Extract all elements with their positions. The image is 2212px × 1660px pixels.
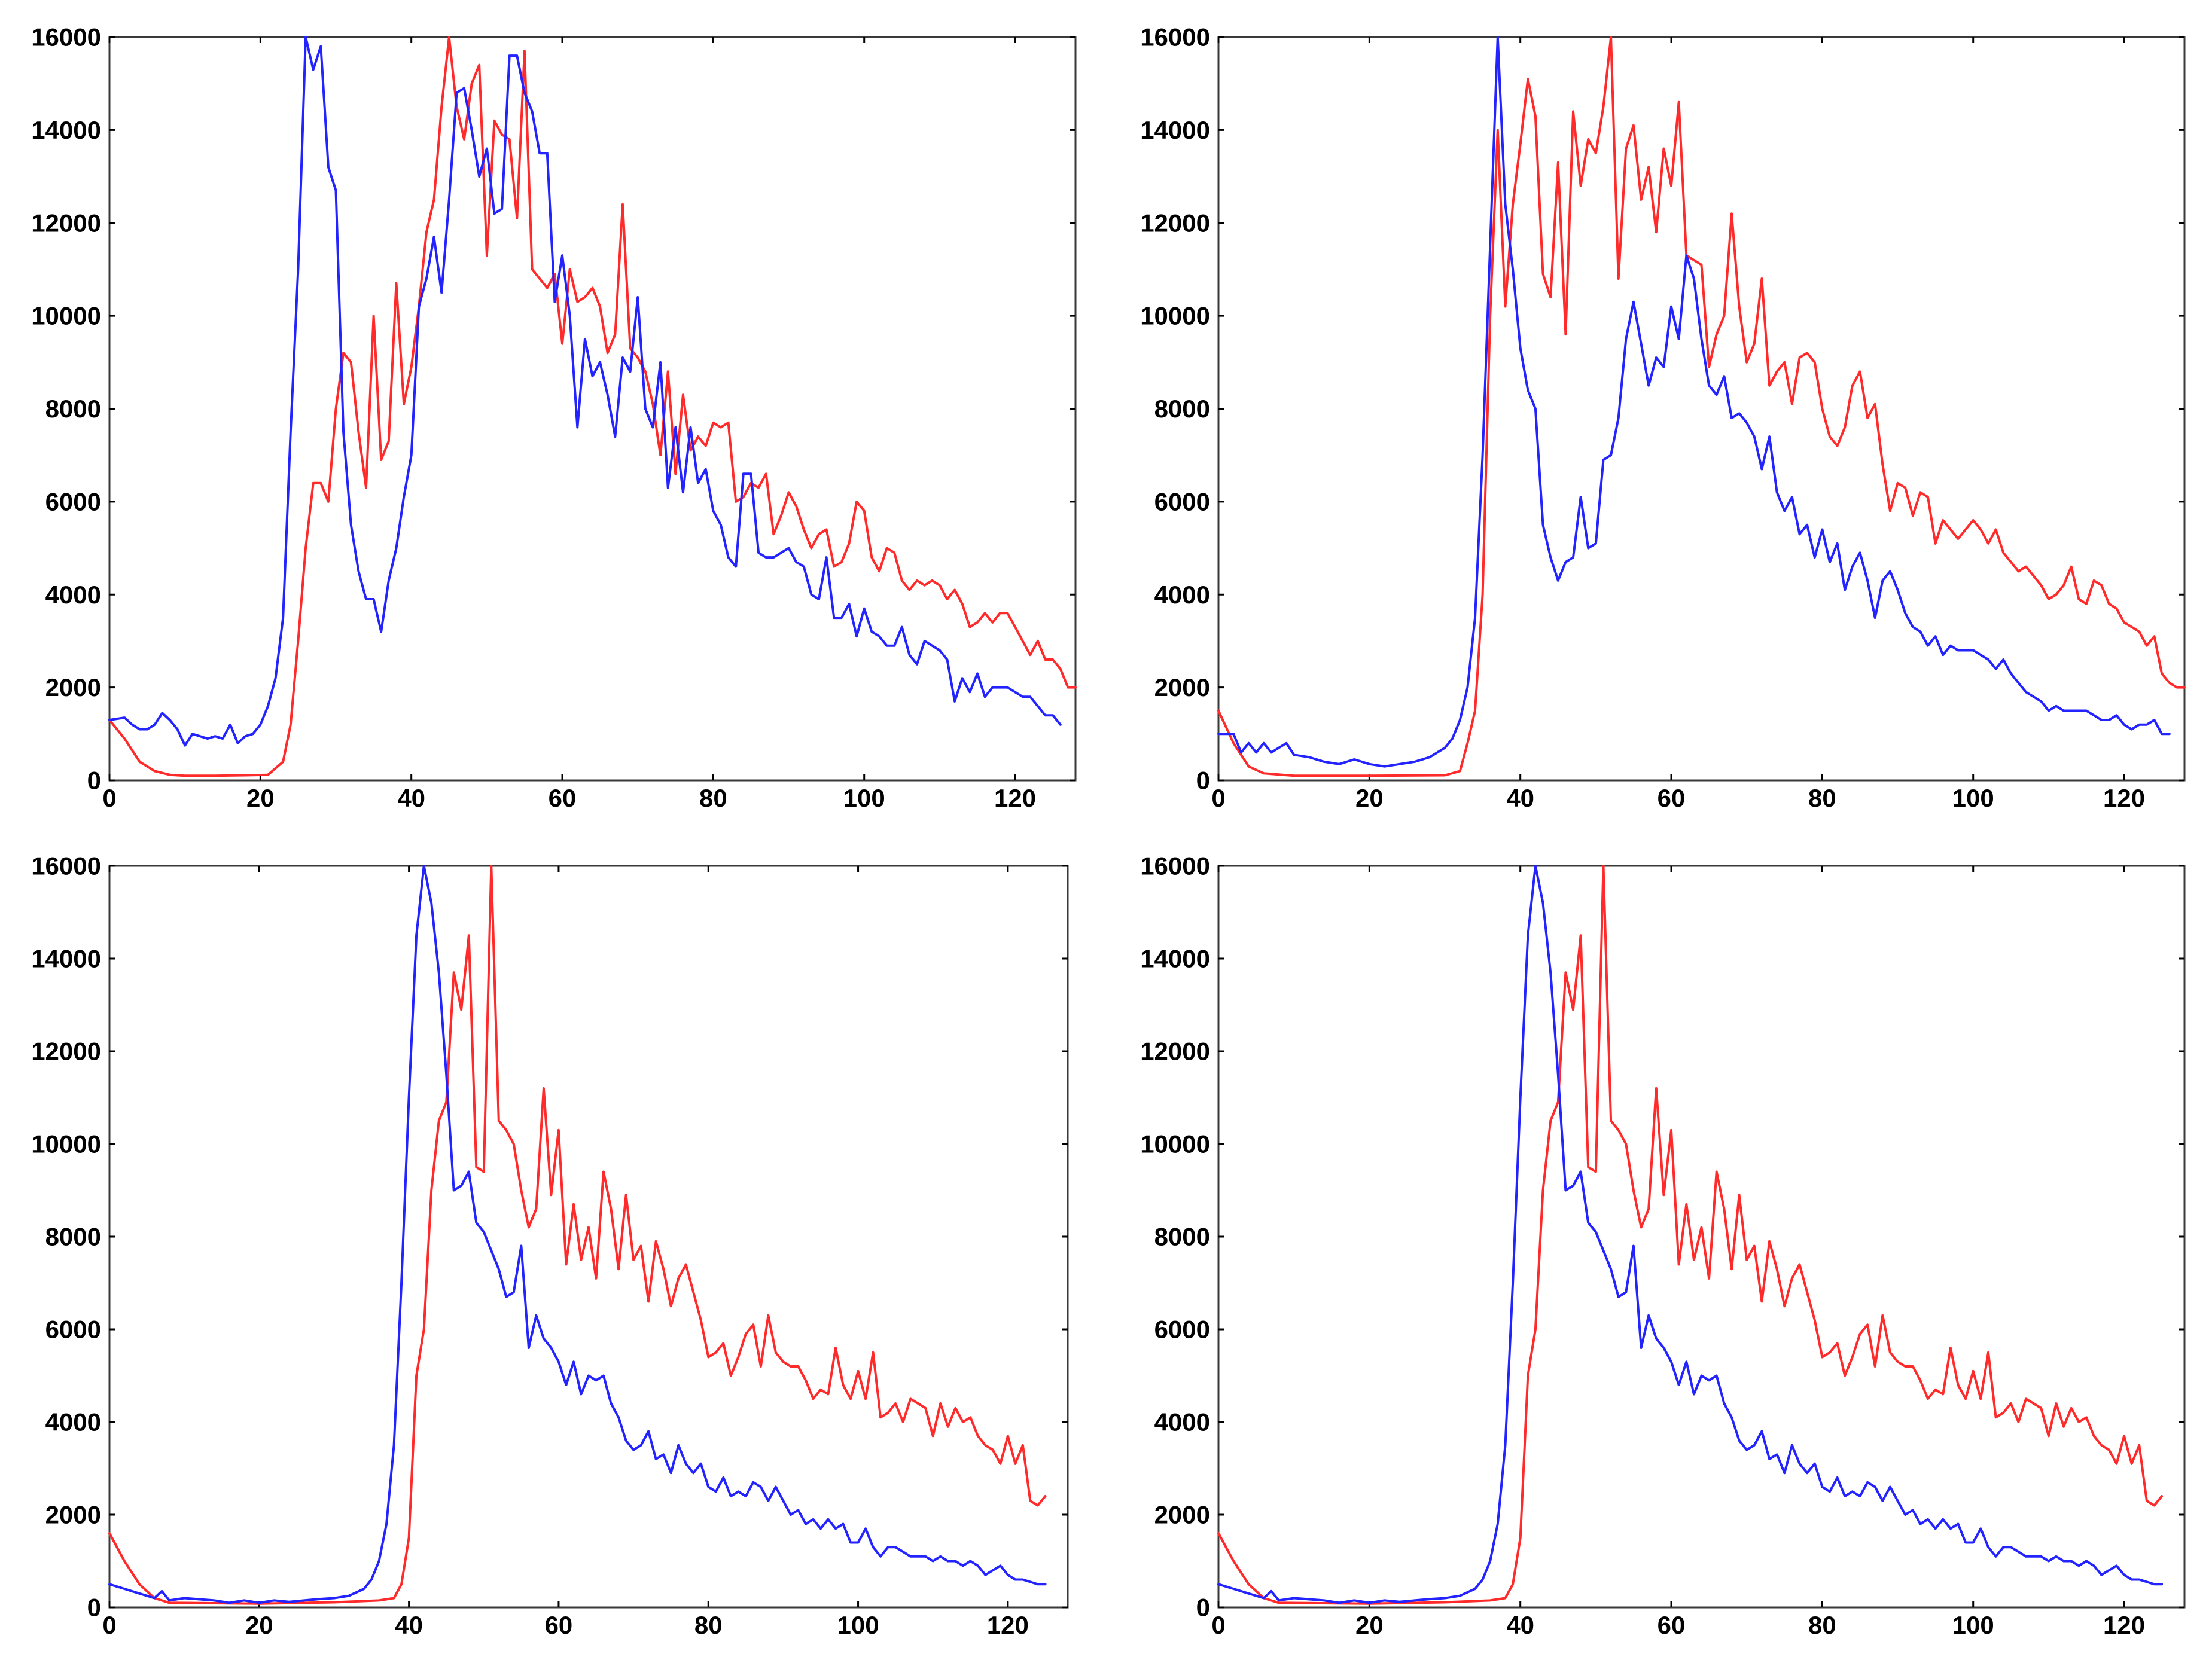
y-tick-label: 4000 bbox=[45, 1408, 101, 1436]
x-tick-label: 80 bbox=[699, 784, 727, 812]
x-tick-label: 100 bbox=[1952, 784, 1994, 812]
y-tick-label: 4000 bbox=[1154, 1408, 1210, 1436]
x-tick-label: 40 bbox=[1506, 784, 1534, 812]
x-tick-label: 40 bbox=[1506, 1611, 1534, 1639]
y-tick-label: 0 bbox=[87, 1594, 101, 1622]
y-tick-label: 4000 bbox=[45, 581, 101, 609]
series-line-blue bbox=[108, 36, 1062, 747]
y-tick-label: 2000 bbox=[45, 673, 101, 701]
y-tick-label: 14000 bbox=[31, 116, 101, 144]
x-tick-label: 120 bbox=[987, 1611, 1029, 1639]
series-line-red bbox=[108, 36, 1077, 777]
y-tick-label: 8000 bbox=[45, 1223, 101, 1251]
x-tick-label: 0 bbox=[1211, 784, 1225, 812]
x-tick-label: 40 bbox=[397, 784, 425, 812]
x-tick-label: 0 bbox=[102, 1611, 116, 1639]
x-tick-label: 120 bbox=[994, 784, 1036, 812]
x-tick-label: 60 bbox=[545, 1611, 573, 1639]
x-tick-label: 20 bbox=[246, 784, 275, 812]
x-tick-label: 120 bbox=[2103, 784, 2145, 812]
y-tick-label: 0 bbox=[1196, 1594, 1210, 1622]
x-tick-label: 100 bbox=[837, 1611, 879, 1639]
plot-frame bbox=[1217, 865, 2186, 1609]
y-tick-label: 16000 bbox=[31, 852, 101, 880]
y-tick-label: 4000 bbox=[1154, 581, 1210, 609]
x-tick-label: 60 bbox=[549, 784, 577, 812]
chart-panel-bottom-right: 0 2000 4000 6000 8000 10000 12000 14000 16000 0 20… bbox=[1140, 852, 2186, 1639]
x-tick-label: 60 bbox=[1658, 1611, 1686, 1639]
x-tick-label: 20 bbox=[1355, 1611, 1384, 1639]
y-tick-label: 10000 bbox=[1140, 302, 1210, 330]
x-tick-label: 60 bbox=[1658, 784, 1686, 812]
y-tick-label: 10000 bbox=[1140, 1130, 1210, 1158]
y-tick-label: 8000 bbox=[45, 395, 101, 423]
y-tick-label: 2000 bbox=[45, 1501, 101, 1529]
x-tick-label: 80 bbox=[1808, 1611, 1836, 1639]
chart-panel-top-right: 0 2000 4000 6000 8000 10000 12000 14000 16000 0 20… bbox=[1140, 23, 2186, 812]
y-tick-label: 6000 bbox=[45, 1316, 101, 1344]
y-tick-label: 12000 bbox=[31, 209, 101, 237]
x-tick-label: 0 bbox=[1211, 1611, 1225, 1639]
y-tick-label: 14000 bbox=[1140, 945, 1210, 973]
y-tick-label: 12000 bbox=[1140, 209, 1210, 237]
x-tick-label: 20 bbox=[1355, 784, 1384, 812]
x-tick-label: 80 bbox=[694, 1611, 723, 1639]
y-tick-label: 12000 bbox=[1140, 1038, 1210, 1066]
chart-panel-bottom-left: 0 2000 4000 6000 8000 10000 12000 14000 16000 0 20… bbox=[31, 852, 1069, 1639]
x-tick-label: 100 bbox=[843, 784, 885, 812]
y-tick-label: 6000 bbox=[45, 487, 101, 515]
y-tick-label: 16000 bbox=[1140, 852, 1210, 880]
x-tick-label: 80 bbox=[1808, 784, 1836, 812]
series-line-red bbox=[108, 865, 1047, 1605]
x-tick-label: 40 bbox=[395, 1611, 423, 1639]
y-tick-label: 14000 bbox=[1140, 116, 1210, 144]
plot-frame bbox=[108, 865, 1069, 1609]
y-tick-label: 10000 bbox=[31, 302, 101, 330]
y-tick-label: 2000 bbox=[1154, 673, 1210, 701]
y-tick-label: 2000 bbox=[1154, 1501, 1210, 1529]
y-tick-label: 0 bbox=[87, 767, 101, 795]
y-tick-label: 16000 bbox=[1140, 23, 1210, 51]
y-tick-label: 6000 bbox=[1154, 487, 1210, 515]
series-line-red bbox=[1217, 36, 2186, 777]
y-tick-label: 8000 bbox=[1154, 395, 1210, 423]
series-line-blue bbox=[1217, 865, 2164, 1604]
y-tick-label: 10000 bbox=[31, 1130, 101, 1158]
series-line-blue bbox=[1217, 36, 2171, 768]
x-tick-label: 20 bbox=[245, 1611, 273, 1639]
y-tick-label: 8000 bbox=[1154, 1223, 1210, 1251]
y-tick-label: 12000 bbox=[31, 1038, 101, 1066]
x-tick-label: 100 bbox=[1952, 1611, 1994, 1639]
x-tick-label: 0 bbox=[102, 784, 116, 812]
plot-frame bbox=[1217, 36, 2186, 782]
series-line-blue bbox=[108, 865, 1047, 1604]
series-line-red bbox=[1217, 865, 2164, 1605]
plot-frame bbox=[108, 36, 1077, 782]
y-tick-label: 0 bbox=[1196, 767, 1210, 795]
chart-panel-top-left: 0 2000 4000 6000 8000 10000 12000 14000 16000 0 20… bbox=[31, 23, 1077, 812]
x-tick-label: 120 bbox=[2103, 1611, 2145, 1639]
y-tick-label: 16000 bbox=[31, 23, 101, 51]
y-tick-label: 6000 bbox=[1154, 1316, 1210, 1344]
y-tick-label: 14000 bbox=[31, 945, 101, 973]
